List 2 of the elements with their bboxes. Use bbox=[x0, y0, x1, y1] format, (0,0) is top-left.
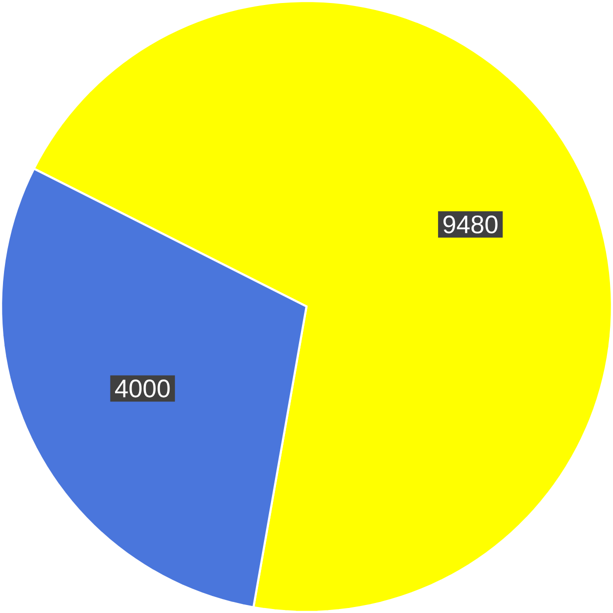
data-label: 4000 bbox=[115, 380, 170, 398]
data-label: 9480 bbox=[443, 216, 498, 234]
